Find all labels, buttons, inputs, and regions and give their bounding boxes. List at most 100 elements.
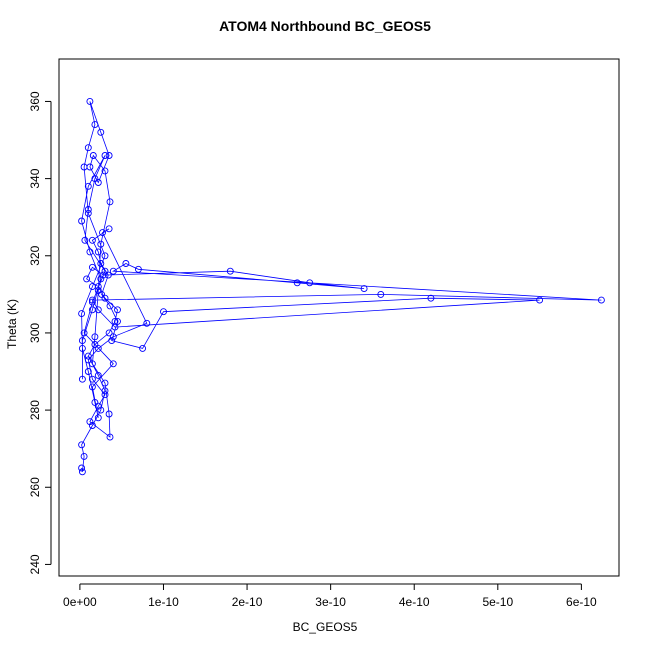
data-point <box>88 283 96 291</box>
data-point <box>109 360 117 368</box>
data-point <box>88 298 96 306</box>
data-point <box>94 414 102 422</box>
data-point <box>109 267 117 275</box>
x-tick-label: 4e-10 <box>399 595 430 609</box>
data-point <box>78 344 86 352</box>
data-point <box>427 294 435 302</box>
data-point <box>91 333 99 341</box>
data-point <box>84 352 92 360</box>
data-point <box>99 229 106 237</box>
data-point <box>101 294 109 302</box>
data-point <box>91 121 99 129</box>
data-point <box>108 337 116 345</box>
data-point <box>78 310 86 318</box>
data-point <box>86 97 94 105</box>
data-point <box>111 323 119 331</box>
y-tick-label: 360 <box>28 91 42 111</box>
plot-frame <box>58 58 620 577</box>
data-point <box>293 279 301 287</box>
y-tick-label: 240 <box>28 554 42 574</box>
data-point <box>114 306 121 314</box>
data-point <box>84 209 92 217</box>
data-point <box>597 296 605 304</box>
data-point <box>377 290 385 298</box>
data-point <box>84 356 92 364</box>
data-point <box>88 383 96 391</box>
x-tick-label: 1e-10 <box>148 595 179 609</box>
data-point <box>143 319 151 327</box>
data-point <box>226 267 234 275</box>
axes: 0e+00 1e-10 2e-10 3e-10 4e-10 5e-10 6e-10 240 26… <box>28 91 597 609</box>
data-point <box>101 391 109 399</box>
data-point <box>89 152 97 159</box>
data-point <box>78 468 86 476</box>
data-point <box>80 452 88 460</box>
data-point <box>360 285 368 293</box>
data-point <box>78 217 86 225</box>
data-point <box>106 433 114 441</box>
data-point <box>91 398 99 406</box>
data-point <box>97 240 105 248</box>
y-tick-label: 260 <box>28 477 42 497</box>
y-tick-label: 340 <box>28 168 42 188</box>
data-point <box>78 375 86 383</box>
y-tick-label: 320 <box>28 245 42 265</box>
data-point <box>84 182 92 190</box>
data-point <box>80 163 88 171</box>
data-point <box>88 263 96 271</box>
data-point <box>94 248 102 256</box>
data-point <box>106 302 114 310</box>
series-layer <box>78 97 605 476</box>
data-point <box>114 317 121 325</box>
data-point <box>78 337 86 345</box>
data-point <box>105 225 113 233</box>
data-point <box>101 387 109 395</box>
data-point <box>101 379 109 387</box>
x-tick-label: 5e-10 <box>482 595 513 609</box>
data-point <box>88 360 96 368</box>
data-point <box>122 260 130 267</box>
data-point <box>88 306 96 314</box>
data-point <box>88 296 96 304</box>
data-point <box>97 128 105 136</box>
chart-title: ATOM4 Northbound BC_GEOS5 <box>219 18 431 34</box>
data-point <box>81 236 89 244</box>
data-point <box>84 206 92 213</box>
data-point <box>94 287 102 294</box>
data-point <box>105 410 113 418</box>
data-point <box>105 329 113 337</box>
data-point <box>97 275 105 283</box>
data-point <box>106 198 114 206</box>
x-tick-label: 3e-10 <box>315 595 346 609</box>
data-point <box>160 308 167 316</box>
data-point <box>84 144 92 152</box>
data-point <box>94 179 102 186</box>
data-point <box>78 464 86 472</box>
x-axis-label: BC_GEOS5 <box>292 620 358 634</box>
data-point <box>94 371 102 379</box>
y-axis-label: Theta (K) <box>5 299 19 350</box>
data-point <box>80 329 88 337</box>
data-point <box>101 167 109 175</box>
data-point <box>83 275 91 283</box>
data-point <box>105 152 113 159</box>
data-point <box>109 333 117 341</box>
data-point <box>88 375 96 383</box>
data-point <box>101 252 109 260</box>
data-point <box>101 152 109 159</box>
data-point <box>94 402 102 410</box>
y-tick-label: 300 <box>28 323 42 343</box>
data-point <box>86 248 94 256</box>
data-point <box>139 344 147 352</box>
data-point <box>306 279 314 287</box>
data-point <box>101 267 109 275</box>
data-point <box>91 341 99 348</box>
series-line <box>81 101 602 472</box>
data-point <box>86 418 94 426</box>
x-tick-label: 6e-10 <box>566 595 597 609</box>
data-point <box>134 265 142 273</box>
data-point <box>88 236 96 244</box>
data-point <box>94 344 102 352</box>
